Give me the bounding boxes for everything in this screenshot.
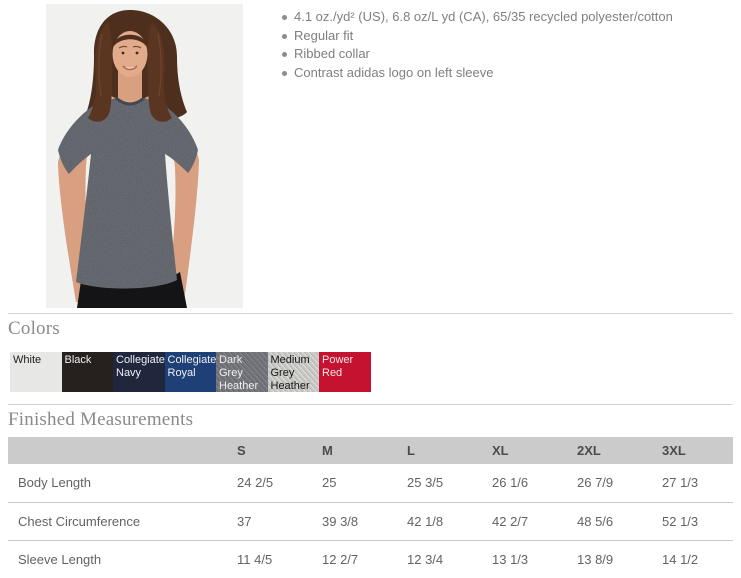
color-swatch-white[interactable]: White — [10, 352, 62, 392]
color-swatch-black[interactable]: Black — [61, 352, 113, 392]
measurement-cell: 26 7/9 — [577, 475, 614, 491]
finished-measurements-heading: Finished Measurements — [8, 409, 194, 430]
measurement-cell: 27 1/3 — [662, 475, 699, 491]
color-swatch-power-red[interactable]: Power Red — [319, 352, 371, 392]
column-header-empty — [8, 437, 237, 464]
measurement-cell: 25 — [322, 475, 337, 491]
column-header-2xl: 2XL — [577, 443, 601, 458]
feature-item: Contrast adidas logo on left sleeve — [281, 64, 733, 83]
row-label: Chest Circumference — [18, 513, 141, 529]
measurement-cell: 13 1/3 — [492, 551, 529, 567]
column-header-l: L — [407, 443, 415, 458]
color-swatch-dark-grey-heather[interactable]: Dark Grey Heather — [216, 352, 268, 392]
measurement-cell: 12 3/4 — [407, 551, 444, 567]
measurement-cell: 39 3/8 — [322, 513, 359, 529]
measurement-cell: 37 — [237, 513, 252, 529]
color-swatch-label: Collegiate Royal — [167, 354, 217, 379]
color-swatch-collegiate-royal[interactable]: Collegiate Royal — [164, 352, 217, 392]
measurements-table: S M L XL 2XL 3XL Body Length 24 2/5 25 2… — [8, 437, 733, 578]
color-swatch-label: Collegiate Navy — [116, 354, 165, 379]
feature-list: 4.1 oz./yd² (US), 6.8 oz/L yd (CA), 65/3… — [281, 8, 733, 82]
measurement-cell: 42 1/8 — [407, 513, 444, 529]
measurement-cell: 26 1/6 — [492, 475, 529, 491]
column-header-s: S — [237, 443, 246, 458]
color-swatch-label: White — [13, 354, 42, 366]
colors-heading: Colors — [8, 318, 60, 339]
table-row-body-length: Body Length 24 2/5 25 25 3/5 26 1/6 26 7… — [8, 464, 733, 502]
measurement-cell: 12 2/7 — [322, 551, 359, 567]
color-swatch-label: Medium Grey Heather — [270, 354, 310, 392]
color-swatch-label: Black — [64, 354, 92, 366]
column-header-xl: XL — [492, 443, 509, 458]
measurement-cell: 52 1/3 — [662, 513, 699, 529]
row-label: Sleeve Length — [18, 551, 102, 567]
measurement-cell: 11 4/5 — [237, 551, 273, 567]
color-swatch-label: Dark Grey Heather — [219, 354, 259, 392]
table-row-sleeve-length: Sleeve Length 11 4/5 12 2/7 12 3/4 13 1/… — [8, 540, 733, 578]
measurement-cell: 25 3/5 — [407, 475, 444, 491]
measurement-cell: 13 8/9 — [577, 551, 614, 567]
color-swatch-label: Power Red — [322, 354, 354, 379]
feature-item: Regular fit — [281, 27, 733, 46]
measurement-cell: 14 1/2 — [662, 551, 699, 567]
feature-item: Ribbed collar — [281, 45, 733, 64]
section-divider — [8, 404, 733, 405]
model-illustration — [46, 4, 243, 308]
measurement-cell: 48 5/6 — [577, 513, 614, 529]
color-swatch-row: White Black Collegiate Navy Collegiate R… — [10, 352, 371, 392]
color-swatch-medium-grey-heather[interactable]: Medium Grey Heather — [267, 352, 319, 392]
section-divider — [8, 313, 733, 314]
product-photo — [46, 4, 243, 308]
column-header-3xl: 3XL — [662, 443, 686, 458]
table-header-row: S M L XL 2XL 3XL — [8, 437, 733, 464]
column-header-m: M — [322, 443, 333, 458]
table-row-chest-circumference: Chest Circumference 37 39 3/8 42 1/8 42 … — [8, 502, 733, 540]
measurement-cell: 24 2/5 — [237, 475, 274, 491]
measurement-cell: 42 2/7 — [492, 513, 529, 529]
row-label: Body Length — [18, 475, 92, 491]
color-swatch-collegiate-navy[interactable]: Collegiate Navy — [113, 352, 165, 392]
feature-item: 4.1 oz./yd² (US), 6.8 oz/L yd (CA), 65/3… — [281, 8, 733, 27]
